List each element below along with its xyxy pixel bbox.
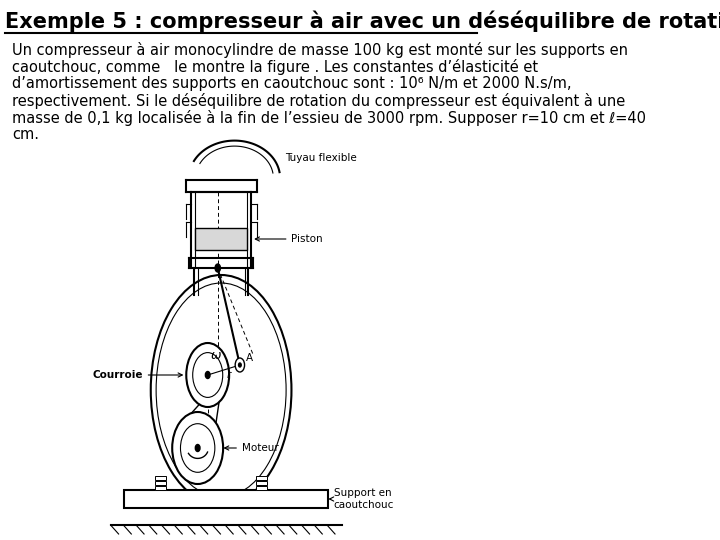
Circle shape [238,363,241,367]
Bar [256,481,266,485]
Ellipse shape [150,275,292,505]
Bar [156,486,166,490]
Circle shape [215,264,220,272]
Ellipse shape [181,424,215,472]
Text: masse de 0,1 kg localisée à la fin de l’essieu de 3000 rpm. Supposer r=10 cm et : masse de 0,1 kg localisée à la fin de l’… [12,110,646,126]
Text: cm.: cm. [12,127,39,142]
Text: Moteur: Moteur [225,443,279,453]
Bar [256,486,266,490]
Text: Exemple 5 : compresseur à air avec un déséquilibre de rotation (1): Exemple 5 : compresseur à air avec un dé… [5,10,720,31]
Text: Support en
caoutchouc: Support en caoutchouc [330,488,394,510]
Bar [156,481,166,485]
Bar [195,228,247,250]
Circle shape [205,372,210,379]
Text: ω: ω [210,349,221,362]
Bar [124,490,328,508]
Text: A: A [246,353,253,363]
Ellipse shape [186,343,229,407]
Bar [156,476,166,480]
Ellipse shape [193,353,222,397]
Text: respectivement. Si le déséquilibre de rotation du compresseur est équivalent à u: respectivement. Si le déséquilibre de ro… [12,93,625,109]
Bar [256,476,266,480]
Text: Tuyau flexible: Tuyau flexible [285,153,357,163]
Ellipse shape [172,412,223,484]
Ellipse shape [156,283,286,497]
Text: Un compresseur à air monocylindre de masse 100 kg est monté sur les supports en: Un compresseur à air monocylindre de mas… [12,42,628,58]
Text: r: r [227,370,230,380]
Circle shape [195,444,200,451]
Text: Courroie: Courroie [92,370,182,380]
Text: d’amortissement des supports en caoutchouc sont : 10⁶ N/m et 2000 N.s/m,: d’amortissement des supports en caoutcho… [12,76,572,91]
Circle shape [235,358,245,372]
Text: Piston: Piston [256,234,323,244]
Text: caoutchouc, comme   le montre la figure . Les constantes d’élasticité et: caoutchouc, comme le montre la figure . … [12,59,538,75]
